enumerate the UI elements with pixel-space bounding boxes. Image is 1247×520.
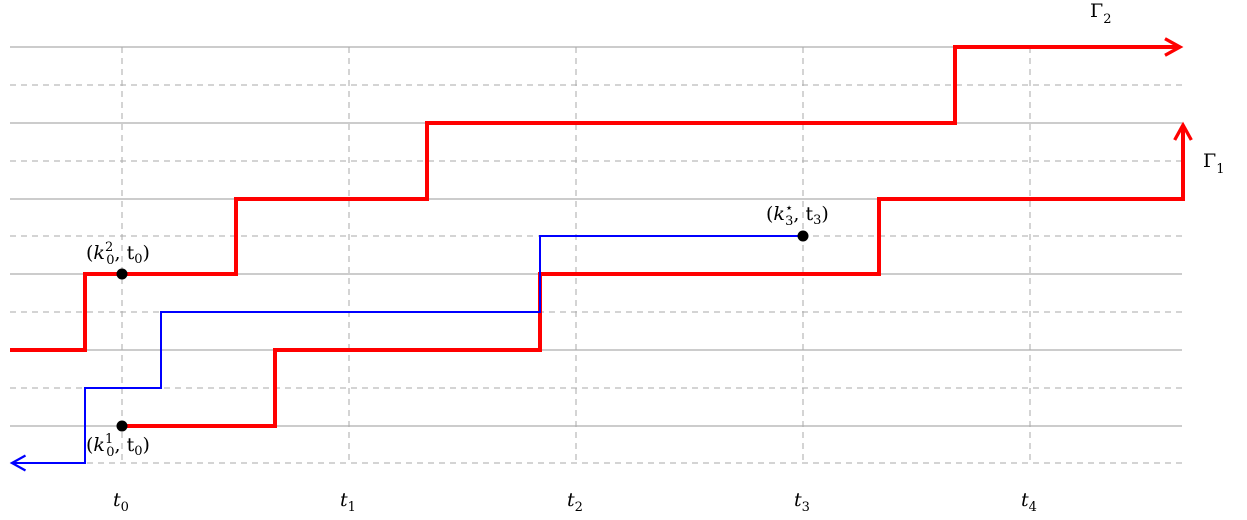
- blue-path: [9, 235, 803, 472]
- label-k0-1: (k1 0, t0): [86, 432, 150, 460]
- label-gamma1: Γ1: [1203, 150, 1224, 177]
- point-k0-1: [116, 420, 128, 432]
- gamma2-path: [10, 47, 1180, 352]
- point-k0-2: [116, 268, 128, 280]
- label-k0-2: (k2 0, t0): [86, 240, 150, 268]
- gamma1-path: [122, 125, 1183, 428]
- time-label-t0: t0: [113, 489, 129, 515]
- time-grid-lines: [121, 47, 1031, 463]
- time-label-t1: t1: [340, 489, 356, 515]
- point-k3-star: [797, 230, 809, 242]
- time-label-t3: t3: [794, 489, 810, 515]
- time-label-t4: t4: [1021, 489, 1037, 515]
- label-k3-star: (k⋆ 3, t3): [766, 201, 829, 229]
- time-label-t2: t2: [567, 489, 583, 515]
- label-gamma2: Γ2: [1090, 0, 1111, 27]
